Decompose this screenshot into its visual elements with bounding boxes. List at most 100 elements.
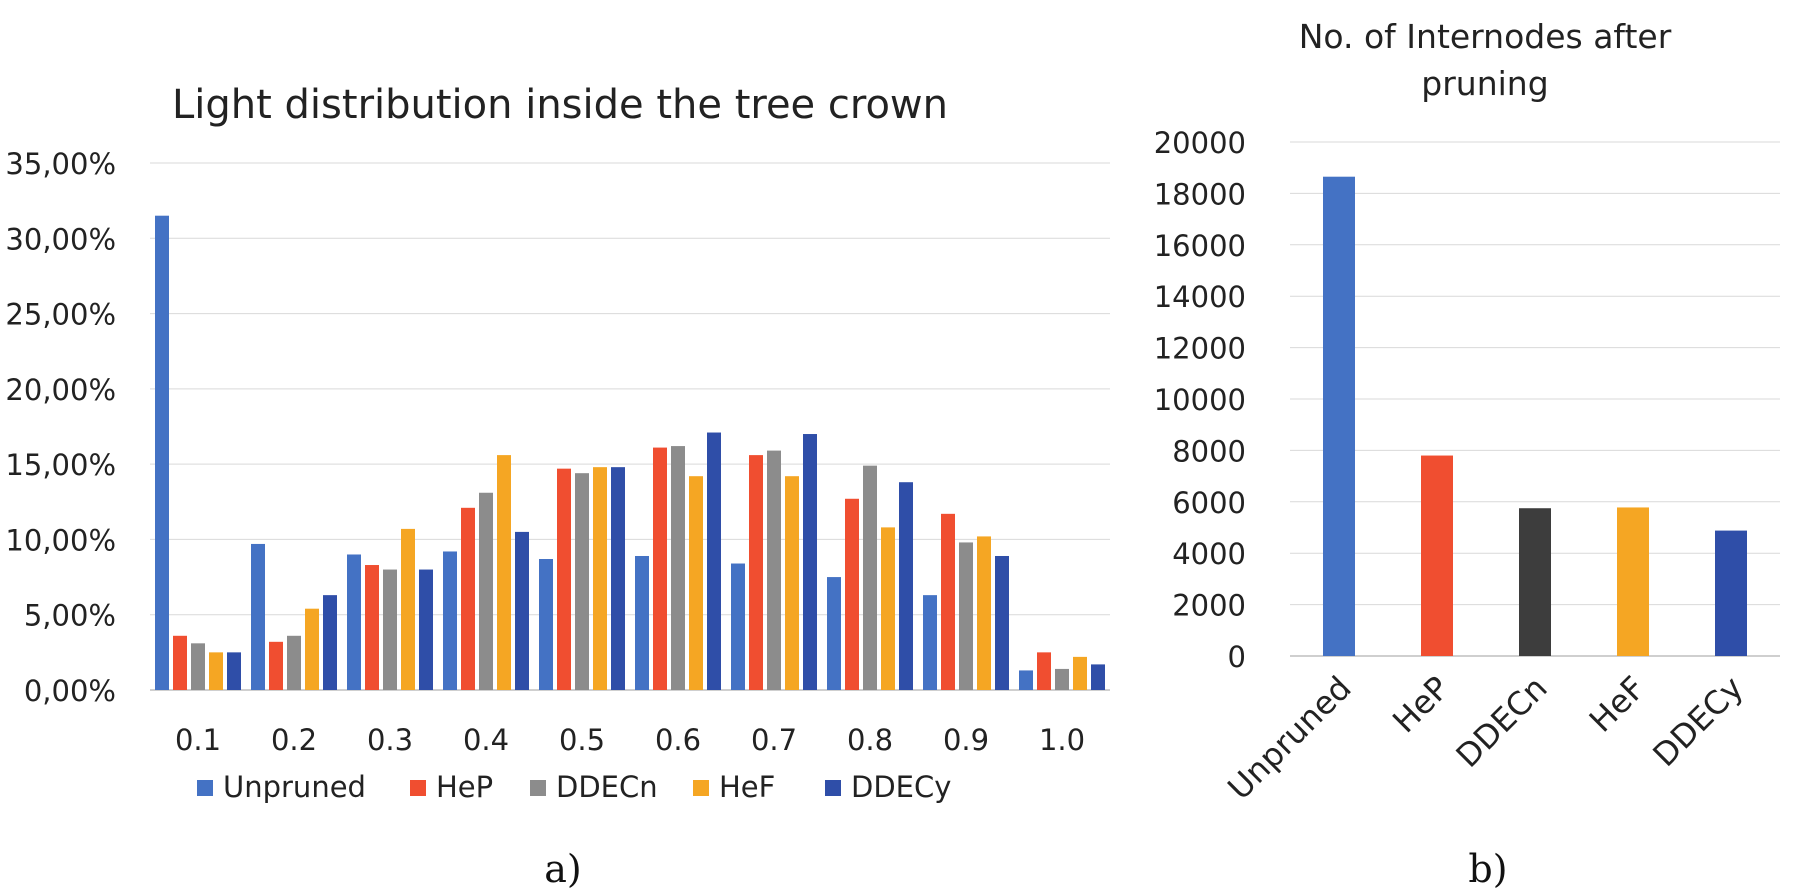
bar-hef-0.8 bbox=[881, 527, 895, 690]
bar-hep-0.1 bbox=[173, 635, 187, 690]
bar-unpruned bbox=[1323, 176, 1355, 656]
legend-swatch-hep bbox=[410, 780, 426, 796]
legend-swatch-ddecy bbox=[825, 780, 841, 796]
bar-ddecn-1.0 bbox=[1055, 668, 1069, 690]
bar-unpruned-0.8 bbox=[827, 577, 841, 690]
chart-b-y-tick-label: 10000 bbox=[1154, 383, 1246, 417]
chart-a-x-axis: 0.1 0.2 0.3 0.4 0.5 0.6 0.7 0.8 0.9 1.0 bbox=[175, 723, 1085, 757]
chart-a-y-tick-label: 0,00% bbox=[24, 674, 116, 708]
chart-a-bars bbox=[155, 215, 1105, 690]
chart-b-y-tick-label: 18000 bbox=[1154, 177, 1246, 211]
chart-a-x-tick-label: 0.5 bbox=[559, 723, 605, 757]
chart-b-y-axis: 0 2000 4000 6000 8000 10000 12000 14000 16000 180… bbox=[1154, 126, 1246, 674]
bar-hef-0.1 bbox=[209, 652, 223, 690]
bar-hef-0.3 bbox=[401, 528, 415, 690]
bar-ddecn-0.9 bbox=[959, 542, 973, 690]
bar-hep-0.6 bbox=[653, 447, 667, 690]
chart-b-y-tick-label: 0 bbox=[1228, 640, 1246, 674]
legend-swatch-ddecn bbox=[530, 780, 546, 796]
chart-b-bars bbox=[1323, 176, 1747, 656]
bar-hep-0.2 bbox=[269, 641, 283, 690]
chart-b-x-tick-label: HeF bbox=[1582, 669, 1653, 740]
chart-b-y-tick-label: 2000 bbox=[1172, 589, 1246, 623]
bar-ddecy-0.3 bbox=[419, 569, 433, 690]
chart-a-y-tick-label: 20,00% bbox=[5, 373, 116, 407]
bar-hep-0.5 bbox=[557, 468, 571, 690]
chart-b-title-line-1: No. of Internodes after bbox=[1299, 17, 1672, 56]
bar-ddecn-0.5 bbox=[575, 473, 589, 690]
bar-unpruned-0.7 bbox=[731, 563, 745, 690]
bar-hef-0.9 bbox=[977, 536, 991, 690]
bar-hef-0.5 bbox=[593, 467, 607, 690]
bar-hep-0.9 bbox=[941, 513, 955, 690]
chart-b-y-tick-label: 6000 bbox=[1172, 486, 1246, 520]
chart-b-gridlines bbox=[1290, 141, 1780, 657]
legend-label-unpruned: Unpruned bbox=[223, 770, 366, 804]
legend-swatch-unpruned bbox=[197, 780, 213, 796]
chart-b-y-tick-label: 16000 bbox=[1154, 229, 1246, 263]
bar-ddecn bbox=[1519, 508, 1551, 656]
chart-a-x-tick-label: 0.7 bbox=[751, 723, 797, 757]
chart-a-y-tick-label: 25,00% bbox=[5, 298, 116, 332]
bar-ddecn-0.7 bbox=[767, 450, 781, 690]
light-distribution-chart: Light distribution inside the tree crown… bbox=[5, 82, 1110, 891]
chart-b-y-tick-label: 12000 bbox=[1154, 332, 1246, 366]
chart-b-title-line-2: pruning bbox=[1421, 64, 1548, 103]
chart-a-y-tick-label: 10,00% bbox=[5, 523, 116, 557]
bar-ddecy-0.9 bbox=[995, 555, 1009, 690]
chart-a-x-tick-label: 1.0 bbox=[1039, 723, 1085, 757]
legend-label-hep: HeP bbox=[436, 770, 493, 804]
bar-unpruned-0.2 bbox=[251, 543, 265, 690]
bar-ddecn-0.3 bbox=[383, 569, 397, 690]
panel-label-b: b) bbox=[1468, 847, 1507, 891]
bar-unpruned-0.4 bbox=[443, 551, 457, 690]
chart-b-x-tick-label: DDECn bbox=[1449, 669, 1555, 775]
bar-hef-0.4 bbox=[497, 455, 511, 690]
bar-ddecn-0.8 bbox=[863, 465, 877, 690]
bar-hef-0.6 bbox=[689, 476, 703, 690]
bar-ddecy-1.0 bbox=[1091, 664, 1105, 690]
chart-a-y-tick-label: 15,00% bbox=[5, 448, 116, 482]
chart-a-x-tick-label: 0.8 bbox=[847, 723, 893, 757]
bar-hep bbox=[1421, 455, 1453, 656]
chart-a-y-axis: 0,00% 5,00% 10,00% 15,00% 20,00% 25,00% 30,00%… bbox=[5, 147, 116, 708]
chart-a-x-tick-label: 0.9 bbox=[943, 723, 989, 757]
chart-a-x-tick-label: 0.2 bbox=[271, 723, 317, 757]
chart-b-x-tick-label: DDECy bbox=[1645, 669, 1750, 774]
bar-ddecy-0.5 bbox=[611, 467, 625, 690]
chart-b-y-tick-label: 4000 bbox=[1172, 537, 1246, 571]
legend-label-ddecy: DDECy bbox=[851, 770, 951, 804]
bar-unpruned-0.3 bbox=[347, 554, 361, 690]
chart-b-x-tick-label: Unpruned bbox=[1220, 669, 1358, 807]
chart-b-x-tick-label: HeP bbox=[1385, 669, 1456, 740]
bar-hep-0.7 bbox=[749, 455, 763, 690]
bar-ddecy-0.4 bbox=[515, 531, 529, 690]
legend-label-hef: HeF bbox=[719, 770, 775, 804]
bar-hep-0.3 bbox=[365, 565, 379, 690]
legend-swatch-hef bbox=[693, 780, 709, 796]
chart-b-y-tick-label: 8000 bbox=[1172, 434, 1246, 468]
bar-ddecy bbox=[1715, 530, 1747, 656]
bar-unpruned-0.9 bbox=[923, 595, 937, 690]
chart-a-x-tick-label: 0.6 bbox=[655, 723, 701, 757]
chart-a-title: Light distribution inside the tree crown bbox=[172, 82, 948, 128]
chart-a-y-tick-label: 5,00% bbox=[24, 599, 116, 633]
bar-ddecy-0.7 bbox=[803, 434, 817, 690]
chart-b-y-tick-label: 14000 bbox=[1154, 280, 1246, 314]
bar-ddecn-0.4 bbox=[479, 492, 493, 690]
bar-hep-0.4 bbox=[461, 507, 475, 690]
bar-ddecy-0.2 bbox=[323, 595, 337, 690]
bar-unpruned-0.1 bbox=[155, 215, 169, 690]
bar-hef bbox=[1617, 507, 1649, 656]
chart-b-y-tick-label: 20000 bbox=[1154, 126, 1246, 160]
bar-unpruned-0.6 bbox=[635, 555, 649, 690]
chart-a-x-tick-label: 0.4 bbox=[463, 723, 509, 757]
legend-label-ddecn: DDECn bbox=[556, 770, 658, 804]
bar-unpruned-0.5 bbox=[539, 559, 553, 690]
chart-a-legend: Unpruned HeP DDECn HeF DDECy bbox=[197, 770, 951, 804]
chart-a-y-tick-label: 30,00% bbox=[5, 222, 116, 256]
bar-ddecn-0.6 bbox=[671, 446, 685, 690]
bar-hef-1.0 bbox=[1073, 656, 1087, 690]
